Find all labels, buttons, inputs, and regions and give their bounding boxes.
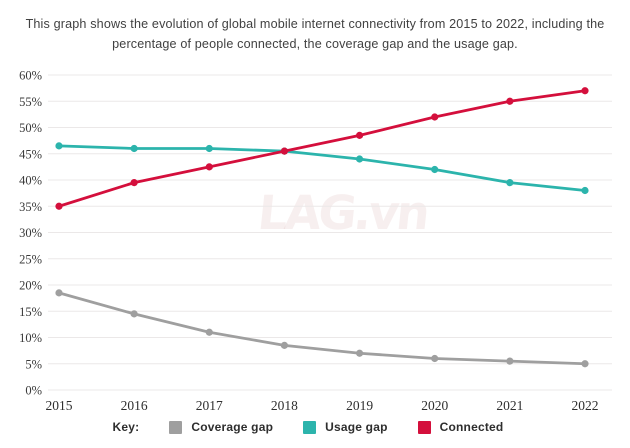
legend-item-connected: Connected <box>417 420 504 434</box>
y-tick-label: 25% <box>19 252 42 266</box>
data-point-connected <box>130 179 138 187</box>
y-tick-label: 30% <box>19 226 42 240</box>
data-point-coverage-gap <box>581 360 589 368</box>
data-point-connected <box>506 97 514 105</box>
y-tick-label: 55% <box>19 95 42 109</box>
data-point-connected <box>280 147 289 155</box>
x-tick-label: 2019 <box>346 398 373 413</box>
data-point-connected <box>581 87 589 95</box>
chart-title-line-2: percentage of people connected, the cove… <box>112 36 518 51</box>
data-point-usage-gap <box>506 179 514 187</box>
chart-title: This graph shows the evolution of global… <box>5 15 625 54</box>
data-point-connected <box>205 163 213 171</box>
y-tick-label: 10% <box>19 331 42 345</box>
y-tick-label: 45% <box>19 147 42 161</box>
x-tick-label: 2016 <box>121 398 148 413</box>
legend-key-label: Key: <box>112 420 140 434</box>
data-point-coverage-gap <box>506 357 514 365</box>
data-point-coverage-gap <box>280 341 289 349</box>
x-tick-label: 2020 <box>421 398 448 413</box>
x-tick-label: 2022 <box>572 398 599 413</box>
y-tick-label: 20% <box>19 279 42 293</box>
legend-label-connected: Connected <box>439 420 504 434</box>
x-tick-label: 2015 <box>46 398 73 413</box>
legend-label-coverage-gap: Coverage gap <box>191 420 274 434</box>
series-line-usage-gap <box>57 144 587 192</box>
x-tick-label: 2017 <box>196 398 223 413</box>
y-tick-label: 15% <box>19 305 42 319</box>
legend-item-usage-gap: Usage gap <box>303 420 388 434</box>
data-point-coverage-gap <box>205 328 213 336</box>
data-point-usage-gap <box>355 155 364 163</box>
data-point-usage-gap <box>431 165 439 174</box>
data-point-usage-gap <box>581 186 589 195</box>
legend-swatch-usage-gap <box>303 420 317 434</box>
chart-title-line-1: This graph shows the evolution of global… <box>25 17 605 31</box>
data-point-usage-gap <box>55 142 63 150</box>
legend-swatch-connected <box>417 420 431 434</box>
data-point-connected <box>55 202 63 210</box>
x-tick-label: 2021 <box>496 398 523 413</box>
series-line-coverage-gap <box>57 291 587 366</box>
series-line-connected <box>57 89 587 208</box>
data-point-coverage-gap <box>130 310 138 318</box>
y-tick-label: 50% <box>19 121 42 135</box>
data-point-usage-gap <box>205 144 213 153</box>
legend-item-coverage-gap: Coverage gap <box>169 420 273 434</box>
y-tick-label: 60% <box>19 69 42 83</box>
data-point-coverage-gap <box>55 289 63 297</box>
data-point-connected <box>355 131 364 139</box>
y-tick-label: 40% <box>19 174 42 188</box>
data-point-usage-gap <box>130 144 138 153</box>
data-point-connected <box>431 113 439 121</box>
y-tick-label: 35% <box>19 200 42 214</box>
data-point-coverage-gap <box>355 349 364 357</box>
x-tick-label: 2018 <box>271 398 298 413</box>
y-tick-label: 5% <box>25 357 42 371</box>
data-point-coverage-gap <box>431 354 439 363</box>
y-tick-label: 0% <box>25 384 42 398</box>
chart-legend: Key: Coverage gap Usage gap Connected <box>0 420 616 434</box>
legend-swatch-coverage-gap <box>169 420 183 434</box>
legend-label-usage-gap: Usage gap <box>325 420 388 434</box>
